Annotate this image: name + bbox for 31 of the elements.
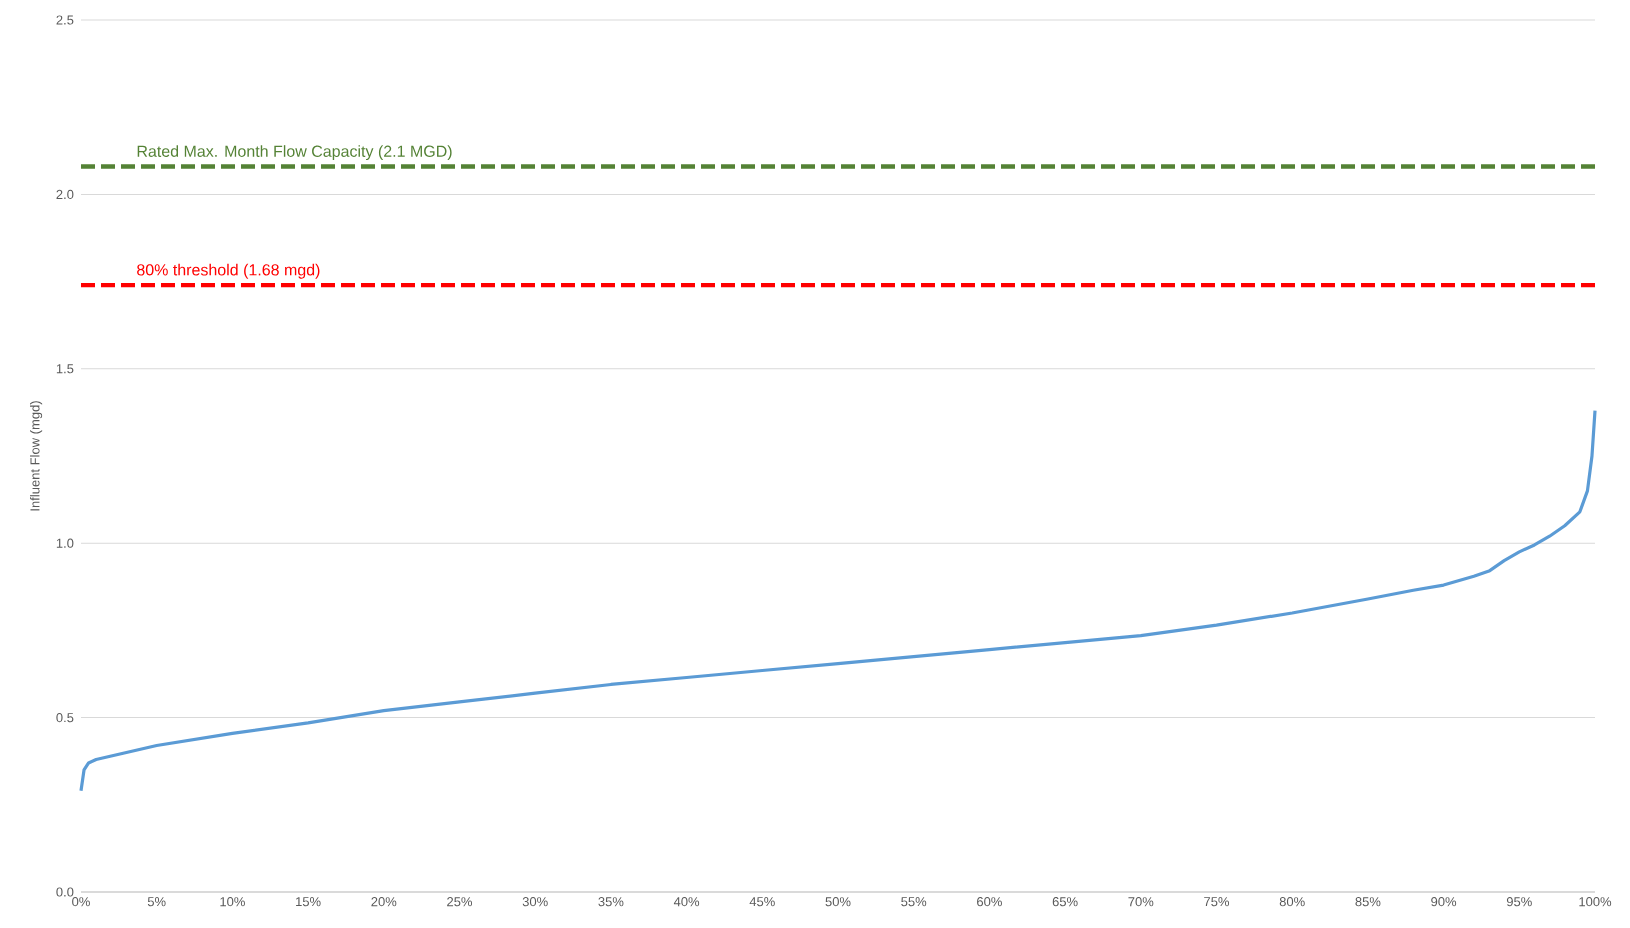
x-tick-label: 20% xyxy=(371,897,397,907)
x-tick-label: 65% xyxy=(1052,897,1078,907)
x-tick-label: 95% xyxy=(1506,897,1532,907)
x-tick-label: 25% xyxy=(447,897,473,907)
y-tick-label: 2.5 xyxy=(56,15,74,25)
x-tick-label: 35% xyxy=(598,897,624,907)
ref-line-label: Rated Max. Month Flow Capacity (2.1 MGD) xyxy=(137,145,452,161)
y-tick-label: 0.5 xyxy=(56,713,74,723)
x-tick-label: 50% xyxy=(825,897,851,907)
x-tick-label: 70% xyxy=(1128,897,1154,907)
ref-line-label: 80% threshold (1.68 mgd) xyxy=(137,263,320,279)
x-tick-label: 30% xyxy=(522,897,548,907)
y-tick-label: 2.0 xyxy=(56,189,74,199)
x-tick-label: 75% xyxy=(1204,897,1230,907)
x-tick-label: 5% xyxy=(147,897,166,907)
x-tick-label: 15% xyxy=(296,897,321,907)
x-tick-label: 10% xyxy=(220,897,245,907)
x-tick-label: 45% xyxy=(749,897,775,907)
x-tick-label: 55% xyxy=(901,897,927,907)
x-tick-label: 100% xyxy=(1579,897,1612,907)
y-tick-label: 1.5 xyxy=(56,364,74,374)
y-axis-title: Influent Flow (mgd) xyxy=(30,401,43,511)
x-tick-label: 60% xyxy=(977,897,1002,907)
y-tick-label: 0.0 xyxy=(56,887,74,897)
x-tick-label: 40% xyxy=(673,897,700,907)
x-tick-label: 0% xyxy=(72,897,90,907)
x-tick-label: 85% xyxy=(1355,897,1381,907)
x-tick-label: 90% xyxy=(1431,897,1457,907)
line-series xyxy=(79,409,1597,793)
y-tick-label: 1.0 xyxy=(56,538,74,548)
x-tick-label: 80% xyxy=(1279,897,1305,907)
